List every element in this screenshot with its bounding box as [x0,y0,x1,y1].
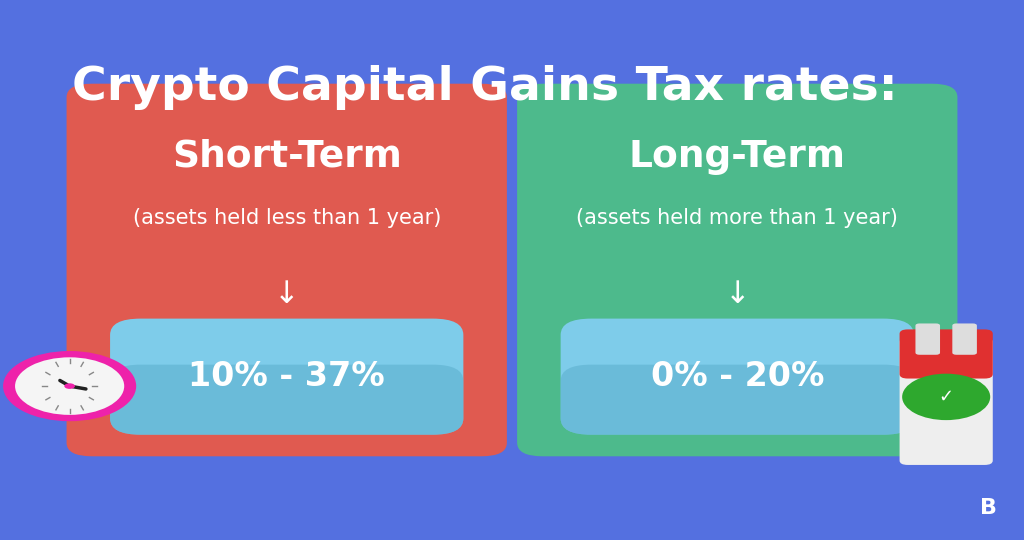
FancyBboxPatch shape [952,323,977,355]
Text: Crypto Capital Gains Tax rates:: Crypto Capital Gains Tax rates: [72,65,897,110]
FancyBboxPatch shape [900,338,993,465]
FancyBboxPatch shape [111,364,463,435]
FancyBboxPatch shape [915,323,940,355]
Text: ↓: ↓ [274,280,299,309]
Text: B: B [980,498,996,518]
FancyBboxPatch shape [560,319,913,435]
FancyBboxPatch shape [560,364,913,435]
Text: (assets held more than 1 year): (assets held more than 1 year) [577,208,898,228]
Circle shape [15,357,124,415]
Circle shape [902,374,990,420]
Text: ✓: ✓ [939,388,953,406]
FancyBboxPatch shape [111,319,463,435]
Text: Short-Term: Short-Term [172,139,401,174]
Text: Long-Term: Long-Term [629,139,846,174]
FancyBboxPatch shape [67,84,507,456]
Text: 0% - 20%: 0% - 20% [650,360,824,393]
FancyBboxPatch shape [517,84,957,456]
Text: (assets held less than 1 year): (assets held less than 1 year) [132,208,441,228]
Circle shape [3,351,136,421]
Text: 10% - 37%: 10% - 37% [188,360,385,393]
Circle shape [65,383,75,389]
FancyBboxPatch shape [900,329,993,379]
Text: ↓: ↓ [725,280,750,309]
